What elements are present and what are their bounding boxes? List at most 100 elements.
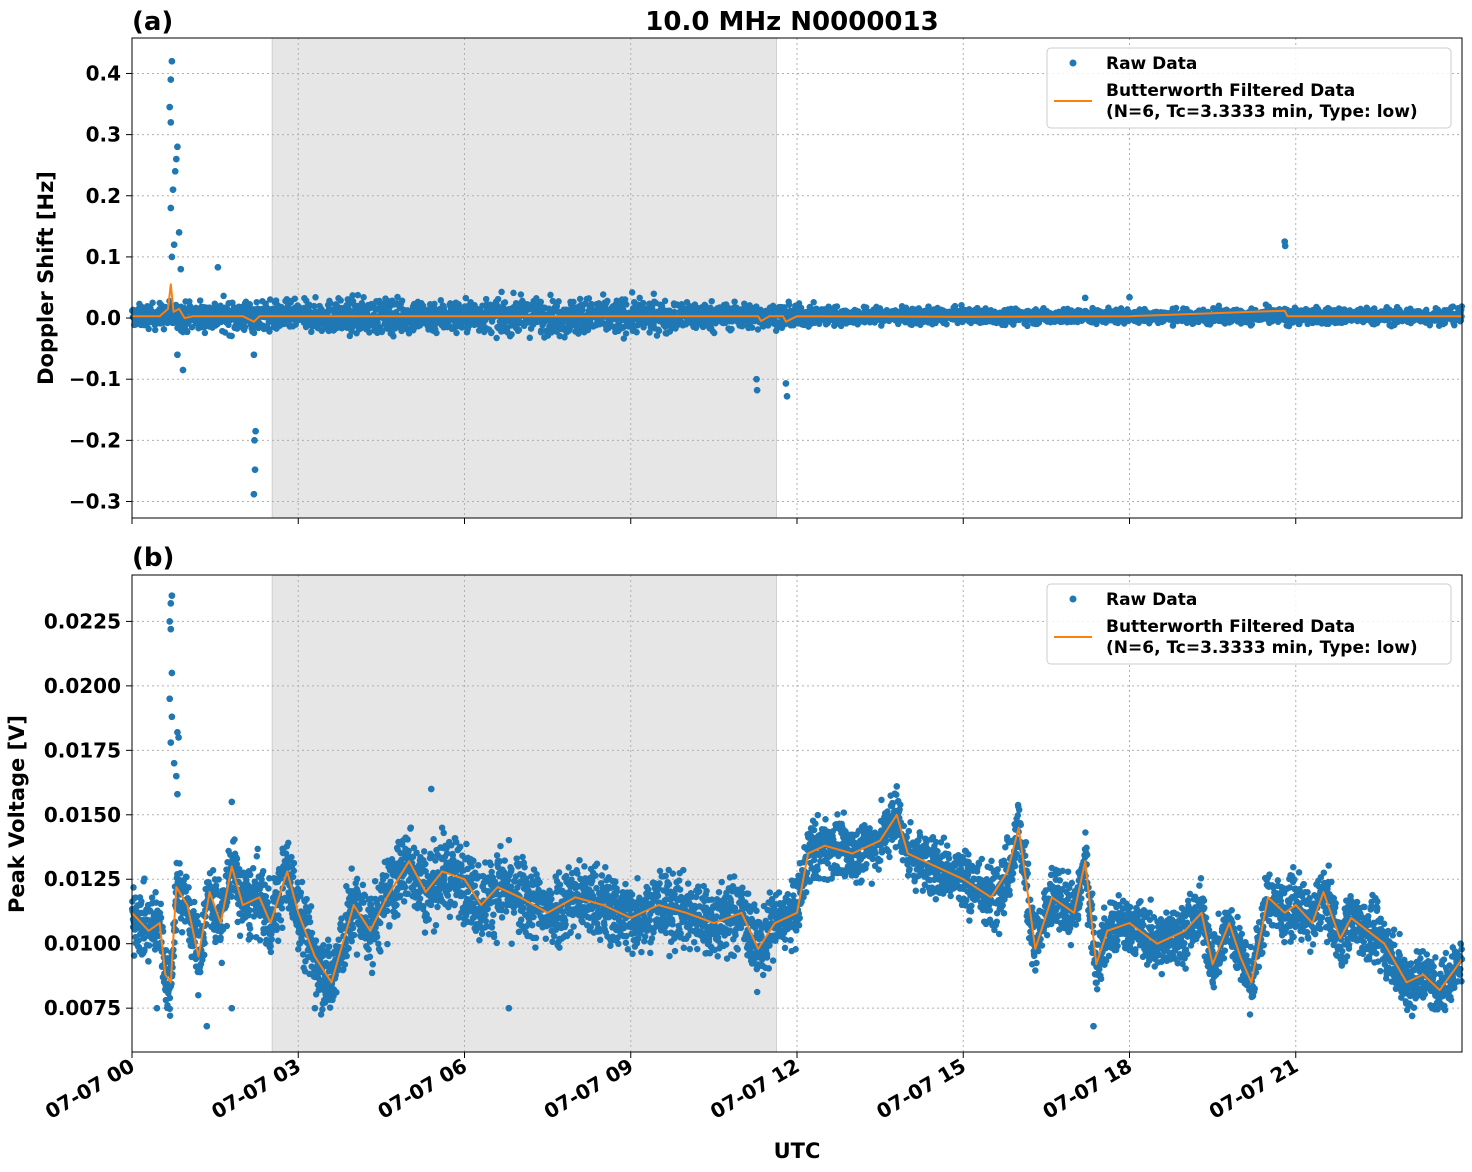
x-tick-label: 07-07 00	[41, 1054, 139, 1124]
x-axis-label: UTC	[774, 1139, 821, 1163]
x-tick-label: 07-07 21	[1205, 1054, 1303, 1124]
outlier-point	[893, 783, 901, 790]
y-tick-label: 0.0225	[44, 609, 121, 633]
legend-raw-label: Raw Data	[1106, 590, 1197, 610]
outlier-point	[203, 1022, 211, 1030]
plot-area-a: −0.3 −0.2 −0.1 0.0 0.1 0.2 0.3 0.4	[69, 37, 1466, 524]
outlier-point	[250, 351, 258, 359]
outlier-point	[167, 204, 175, 212]
outlier-point	[167, 625, 175, 633]
outlier-point	[167, 76, 175, 83]
outlier-point	[170, 241, 178, 248]
outlier-point	[167, 119, 175, 126]
panel-a-doppler: (a) Doppler Shift [Hz] −0.3 −0.2 −0.1 0.0 0.…	[34, 7, 1466, 524]
outlier-point	[166, 103, 173, 111]
outlier-point	[1090, 1022, 1097, 1030]
outlier-point	[505, 1004, 513, 1012]
panel-b-label: (b)	[132, 543, 174, 573]
legend-box	[1046, 47, 1452, 129]
outlier-point	[250, 490, 258, 498]
y-tick-label: −0.1	[69, 367, 121, 391]
legend-filtered-label-1: Butterworth Filtered Data	[1106, 81, 1355, 101]
y-tick-label: 0.0125	[44, 867, 121, 891]
legend-filtered-label-2: (N=6, Tc=3.3333 min, Type: low)	[1106, 102, 1418, 122]
outlier-point	[1281, 242, 1289, 250]
outlier-point	[174, 351, 181, 359]
outlier-point	[174, 143, 181, 151]
outlier-point	[252, 427, 259, 435]
y-tick-label: −0.3	[69, 489, 121, 513]
x-tick-label: 07-07 09	[540, 1054, 638, 1124]
y-tick-label: 0.0075	[44, 996, 121, 1020]
x-tick-label: 07-07 18	[1038, 1054, 1136, 1124]
outlier-point	[170, 759, 178, 767]
outlier-point	[169, 186, 177, 193]
panel-b-voltage: (b) Peak Voltage [V] 0.0075 0.0100 0.0125 0…	[5, 543, 1466, 1124]
outlier-point	[179, 366, 187, 374]
x-tick-label: 07-07 12	[706, 1054, 804, 1124]
outlier-point	[228, 1004, 236, 1012]
outlier-point	[167, 739, 175, 746]
panel-a-ylabel: Doppler Shift [Hz]	[34, 171, 58, 385]
outlier-point	[171, 167, 179, 175]
y-tick-label: −0.2	[69, 428, 121, 452]
panel-b-ylabel: Peak Voltage [V]	[5, 715, 29, 913]
outlier-point	[167, 600, 175, 607]
outlier-point	[168, 669, 176, 677]
x-tick-label: 07-07 06	[373, 1054, 471, 1124]
outlier-point	[251, 437, 258, 444]
y-tick-label: 0.2	[86, 184, 121, 208]
y-tick-label: 0.0	[86, 306, 121, 330]
outlier-point	[175, 229, 183, 236]
filtered-line	[132, 283, 1462, 323]
outlier-point	[166, 695, 173, 703]
outlier-point	[175, 734, 182, 741]
outlier-point	[174, 790, 181, 798]
outlier-point	[214, 263, 222, 271]
outlier-point	[173, 772, 180, 780]
filtered-line	[131, 813, 1463, 992]
panel-b-legend: Raw Data Butterworth Filtered Data (N=6,…	[1046, 583, 1452, 665]
legend-filtered-label-2: (N=6, Tc=3.3333 min, Type: low)	[1106, 638, 1418, 658]
legend-raw-marker	[1069, 595, 1077, 603]
outlier-point	[783, 393, 791, 400]
outlier-point	[1081, 294, 1089, 302]
outlier-point	[153, 1004, 161, 1012]
legend-filtered-label-1: Butterworth Filtered Data	[1106, 617, 1355, 637]
y-tick-label: 0.3	[86, 123, 121, 147]
figure-title: 10.0 MHz N0000013	[645, 7, 938, 37]
legend-raw-marker	[1069, 59, 1077, 67]
outlier-point	[168, 57, 176, 65]
outlier-point	[168, 592, 176, 599]
shaded-interval	[271, 574, 777, 1053]
y-tick-label: 0.0150	[44, 803, 121, 827]
outlier-point	[753, 375, 760, 383]
outlier-point	[168, 713, 176, 721]
outlier-point	[1126, 293, 1133, 301]
outlier-point	[311, 1004, 319, 1012]
y-tick-label: 0.0175	[44, 738, 121, 762]
outlier-point	[251, 466, 259, 473]
outlier-point	[1408, 1012, 1416, 1020]
outlier-point	[168, 253, 176, 261]
outlier-point	[427, 785, 435, 793]
shaded-interval	[271, 37, 777, 519]
y-tick-label: 0.4	[86, 61, 121, 85]
panel-a-legend: Raw Data Butterworth Filtered Data (N=6,…	[1046, 47, 1452, 129]
outlier-point	[782, 380, 790, 387]
outlier-point	[228, 798, 236, 806]
outlier-point	[166, 618, 173, 625]
y-tick-label: 0.0200	[44, 674, 121, 698]
legend-box	[1046, 583, 1452, 665]
outlier-point	[174, 728, 181, 736]
x-tick-label: 07-07 03	[207, 1054, 305, 1124]
outlier-point	[177, 265, 185, 273]
legend-raw-label: Raw Data	[1106, 54, 1197, 74]
panel-a-label: (a)	[132, 7, 173, 37]
y-tick-label: 0.1	[86, 245, 121, 269]
outlier-point	[753, 386, 761, 394]
y-tick-label: 0.0100	[44, 932, 121, 956]
x-tick-label: 07-07 15	[872, 1054, 970, 1124]
outlier-point	[173, 155, 180, 163]
